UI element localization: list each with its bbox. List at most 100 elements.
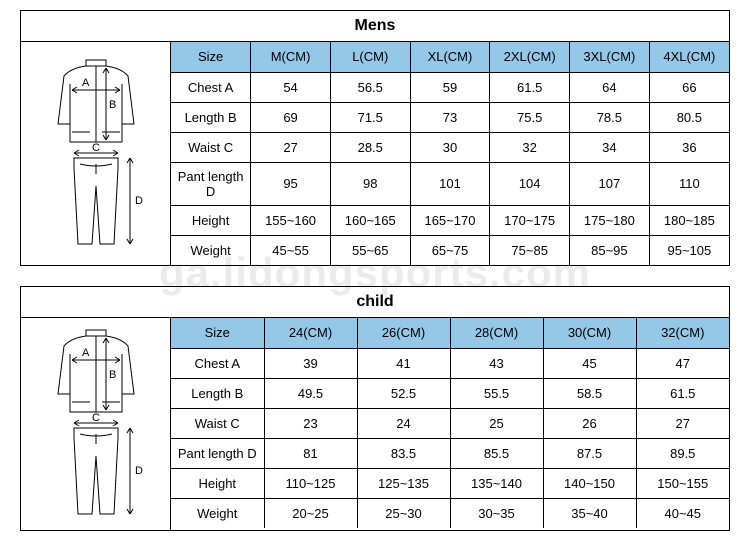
diagram-cell: A B C D [21, 318, 171, 530]
row-label: Length B [171, 102, 251, 132]
row-label: Pant length D [171, 162, 251, 205]
row-label: Waist C [171, 132, 251, 162]
svg-text:B: B [109, 99, 116, 111]
table-row: Chest A3941434547 [171, 348, 729, 378]
column-header: 3XL(CM) [570, 42, 650, 72]
data-cell: 55.5 [450, 378, 543, 408]
data-cell: 175~180 [570, 205, 650, 235]
table-row: Weight20~2525~3030~3535~4040~45 [171, 498, 729, 528]
column-header: 24(CM) [264, 318, 357, 348]
data-cell: 85~95 [570, 235, 650, 265]
column-header: L(CM) [330, 42, 410, 72]
table-row: Length B49.552.555.558.561.5 [171, 378, 729, 408]
data-cell: 104 [490, 162, 570, 205]
data-cell: 54 [251, 72, 331, 102]
diagram-cell: A B C D [21, 42, 171, 265]
svg-text:D: D [135, 195, 143, 207]
svg-text:A: A [82, 77, 90, 89]
svg-text:C: C [92, 412, 100, 424]
data-cell: 26 [543, 408, 636, 438]
data-cell: 98 [330, 162, 410, 205]
column-header: 30(CM) [543, 318, 636, 348]
data-cell: 95 [251, 162, 331, 205]
data-cell: 110 [649, 162, 729, 205]
table-row: Height155~160160~165165~170170~175175~18… [171, 205, 729, 235]
data-cell: 36 [649, 132, 729, 162]
data-cell: 24 [357, 408, 450, 438]
data-cell: 73 [410, 102, 490, 132]
table-row: Height110~125125~135135~140140~150150~15… [171, 468, 729, 498]
data-cell: 20~25 [264, 498, 357, 528]
data-cell: 87.5 [543, 438, 636, 468]
data-cell: 140~150 [543, 468, 636, 498]
data-cell: 40~45 [636, 498, 729, 528]
data-cell: 41 [357, 348, 450, 378]
data-cell: 61.5 [636, 378, 729, 408]
row-label: Weight [171, 235, 251, 265]
size-chart-child: child A [20, 286, 730, 531]
data-cell: 80.5 [649, 102, 729, 132]
column-header: Size [171, 42, 251, 72]
data-cell: 170~175 [490, 205, 570, 235]
data-cell: 101 [410, 162, 490, 205]
data-cell: 34 [570, 132, 650, 162]
data-cell: 35~40 [543, 498, 636, 528]
data-cell: 45~55 [251, 235, 331, 265]
data-cell: 69 [251, 102, 331, 132]
svg-text:B: B [109, 369, 116, 381]
data-cell: 39 [264, 348, 357, 378]
column-header: 2XL(CM) [490, 42, 570, 72]
data-cell: 150~155 [636, 468, 729, 498]
data-cell: 25 [450, 408, 543, 438]
column-header: 32(CM) [636, 318, 729, 348]
row-label: Pant length D [171, 438, 264, 468]
data-cell: 180~185 [649, 205, 729, 235]
column-header: Size [171, 318, 264, 348]
data-cell: 83.5 [357, 438, 450, 468]
chart-title: child [21, 287, 729, 318]
row-label: Height [171, 468, 264, 498]
size-charts-container: Mens A [20, 10, 730, 531]
column-header: 4XL(CM) [649, 42, 729, 72]
row-label: Weight [171, 498, 264, 528]
column-header: 28(CM) [450, 318, 543, 348]
data-cell: 49.5 [264, 378, 357, 408]
data-cell: 30~35 [450, 498, 543, 528]
data-cell: 155~160 [251, 205, 331, 235]
size-table: SizeM(CM)L(CM)XL(CM)2XL(CM)3XL(CM)4XL(CM… [171, 42, 729, 265]
data-cell: 64 [570, 72, 650, 102]
data-cell: 125~135 [357, 468, 450, 498]
column-header: XL(CM) [410, 42, 490, 72]
data-cell: 71.5 [330, 102, 410, 132]
data-cell: 165~170 [410, 205, 490, 235]
data-cell: 27 [251, 132, 331, 162]
svg-text:D: D [135, 465, 143, 477]
size-chart-mens: Mens A [20, 10, 730, 266]
column-header: M(CM) [251, 42, 331, 72]
data-cell: 30 [410, 132, 490, 162]
data-cell: 66 [649, 72, 729, 102]
column-header: 26(CM) [357, 318, 450, 348]
row-label: Length B [171, 378, 264, 408]
data-cell: 75.5 [490, 102, 570, 132]
table-row: Waist C2728.530323436 [171, 132, 729, 162]
data-cell: 59 [410, 72, 490, 102]
row-label: Height [171, 205, 251, 235]
data-cell: 135~140 [450, 468, 543, 498]
data-cell: 27 [636, 408, 729, 438]
svg-text:A: A [82, 347, 90, 359]
table-row: Pant length D8183.585.587.589.5 [171, 438, 729, 468]
data-cell: 43 [450, 348, 543, 378]
chart-title: Mens [21, 11, 729, 42]
data-cell: 107 [570, 162, 650, 205]
data-cell: 75~85 [490, 235, 570, 265]
tracksuit-diagram-icon: A B C D [36, 324, 156, 524]
data-cell: 160~165 [330, 205, 410, 235]
data-cell: 52.5 [357, 378, 450, 408]
data-cell: 28.5 [330, 132, 410, 162]
table-row: Length B6971.57375.578.580.5 [171, 102, 729, 132]
data-cell: 61.5 [490, 72, 570, 102]
data-cell: 45 [543, 348, 636, 378]
data-cell: 32 [490, 132, 570, 162]
row-label: Chest A [171, 348, 264, 378]
